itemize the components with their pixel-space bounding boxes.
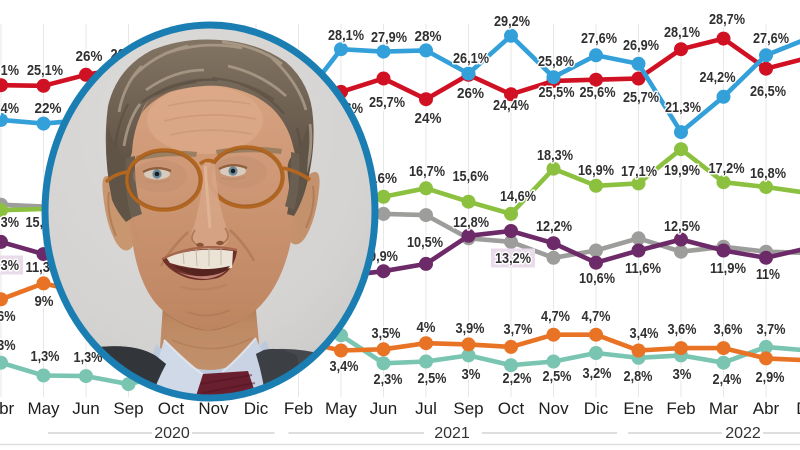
svg-text:26,5%: 26,5%	[750, 83, 786, 100]
svg-text:12,3%: 12,3%	[0, 257, 19, 274]
svg-text:9,9%: 9,9%	[369, 248, 398, 265]
svg-text:27,6%: 27,6%	[581, 30, 617, 47]
svg-text:Ene: Ene	[623, 399, 653, 418]
svg-text:13,2%: 13,2%	[495, 250, 531, 267]
svg-text:12,8%: 12,8%	[453, 214, 489, 231]
svg-text:21,3%: 21,3%	[665, 99, 701, 116]
svg-text:Jun: Jun	[72, 399, 99, 418]
svg-text:9%: 9%	[35, 293, 54, 310]
svg-text:11%: 11%	[756, 266, 780, 283]
svg-text:Oct: Oct	[498, 399, 525, 418]
svg-text:28,1%: 28,1%	[664, 24, 700, 41]
svg-text:25,5%: 25,5%	[539, 84, 575, 101]
svg-text:2020: 2020	[154, 425, 190, 442]
svg-text:26,9%: 26,9%	[623, 37, 659, 54]
svg-text:26%: 26%	[76, 48, 103, 65]
svg-text:2,5%: 2,5%	[543, 368, 572, 385]
svg-text:Jun: Jun	[370, 399, 397, 418]
svg-text:3,4%: 3,4%	[630, 325, 659, 342]
svg-text:Dic: Dic	[796, 399, 800, 418]
svg-text:27,6%: 27,6%	[753, 30, 789, 47]
svg-text:28,7%: 28,7%	[709, 11, 745, 28]
svg-text:12,5%: 12,5%	[664, 218, 700, 235]
svg-text:16,9%: 16,9%	[578, 162, 614, 179]
svg-text:2,9%: 2,9%	[756, 369, 785, 386]
svg-text:25,1%: 25,1%	[0, 62, 19, 79]
svg-text:3,9%: 3,9%	[456, 320, 485, 337]
svg-text:1,3%: 1,3%	[74, 349, 103, 366]
svg-text:4,7%: 4,7%	[582, 308, 611, 325]
svg-text:22%: 22%	[35, 100, 62, 117]
svg-text:2,5%: 2,5%	[418, 370, 447, 387]
svg-text:14,6%: 14,6%	[500, 188, 536, 205]
svg-text:Jul: Jul	[415, 399, 437, 418]
svg-text:Dic: Dic	[584, 399, 609, 418]
svg-text:2,4%: 2,4%	[713, 371, 742, 388]
svg-text:2,8%: 2,8%	[624, 368, 653, 385]
svg-text:27,9%: 27,9%	[371, 29, 407, 46]
svg-text:Sep: Sep	[453, 399, 483, 418]
svg-text:25,7%: 25,7%	[369, 94, 405, 111]
svg-text:Mar: Mar	[709, 399, 739, 418]
svg-text:15,6%: 15,6%	[453, 168, 489, 185]
svg-text:12,2%: 12,2%	[536, 218, 572, 235]
svg-text:4,7%: 4,7%	[541, 308, 570, 325]
svg-text:2022: 2022	[725, 425, 761, 442]
svg-text:2,3%: 2,3%	[0, 337, 15, 354]
svg-text:2,3%: 2,3%	[374, 371, 403, 388]
svg-text:Oct: Oct	[158, 399, 185, 418]
svg-text:24%: 24%	[415, 110, 442, 127]
svg-text:3,6%: 3,6%	[668, 321, 697, 338]
svg-text:19,9%: 19,9%	[664, 162, 700, 179]
svg-text:Abr: Abr	[0, 399, 15, 418]
svg-text:May: May	[27, 399, 60, 418]
svg-text:3,4%: 3,4%	[330, 358, 359, 375]
svg-text:Nov: Nov	[538, 399, 569, 418]
svg-text:May: May	[325, 399, 358, 418]
svg-text:24,4%: 24,4%	[493, 97, 529, 114]
svg-text:10,6%: 10,6%	[579, 270, 615, 287]
svg-text:25,8%: 25,8%	[538, 53, 574, 70]
svg-text:7,6%: 7,6%	[0, 308, 15, 325]
svg-text:28%: 28%	[415, 28, 442, 45]
svg-text:4%: 4%	[417, 319, 436, 336]
svg-text:Feb: Feb	[284, 399, 313, 418]
svg-text:17,1%: 17,1%	[621, 163, 657, 180]
svg-text:25,6%: 25,6%	[580, 84, 616, 101]
svg-text:3,2%: 3,2%	[583, 365, 612, 382]
svg-text:24,2%: 24,2%	[700, 69, 736, 86]
svg-text:3,5%: 3,5%	[372, 325, 401, 342]
svg-text:2021: 2021	[434, 425, 470, 442]
svg-text:22,4%: 22,4%	[0, 100, 19, 117]
svg-text:17,2%: 17,2%	[709, 160, 745, 177]
svg-text:Sep: Sep	[113, 399, 143, 418]
svg-text:11,6%: 11,6%	[625, 260, 661, 277]
svg-text:16,8%: 16,8%	[750, 165, 786, 182]
svg-text:29,2%: 29,2%	[494, 13, 530, 30]
svg-text:26%: 26%	[457, 85, 484, 102]
svg-text:15,3%: 15,3%	[0, 214, 19, 231]
svg-text:26,1%: 26,1%	[453, 50, 489, 67]
svg-text:16,7%: 16,7%	[409, 163, 445, 180]
svg-text:11,9%: 11,9%	[710, 260, 746, 277]
svg-text:18,3%: 18,3%	[537, 147, 573, 164]
svg-text:3,6%: 3,6%	[714, 321, 743, 338]
svg-text:Dic: Dic	[244, 399, 269, 418]
svg-text:10,5%: 10,5%	[407, 234, 443, 251]
svg-text:Nov: Nov	[198, 399, 229, 418]
svg-text:3,7%: 3,7%	[757, 321, 786, 338]
svg-text:3%: 3%	[462, 366, 481, 383]
svg-text:28,1%: 28,1%	[328, 27, 364, 44]
svg-text:3,7%: 3,7%	[504, 321, 533, 338]
svg-text:1,3%: 1,3%	[31, 348, 60, 365]
svg-text:2,2%: 2,2%	[503, 370, 532, 387]
svg-text:Abr: Abr	[753, 399, 780, 418]
svg-text:Feb: Feb	[666, 399, 695, 418]
svg-text:3%: 3%	[673, 366, 692, 383]
svg-text:25,7%: 25,7%	[623, 89, 659, 106]
svg-text:25,1%: 25,1%	[27, 62, 63, 79]
